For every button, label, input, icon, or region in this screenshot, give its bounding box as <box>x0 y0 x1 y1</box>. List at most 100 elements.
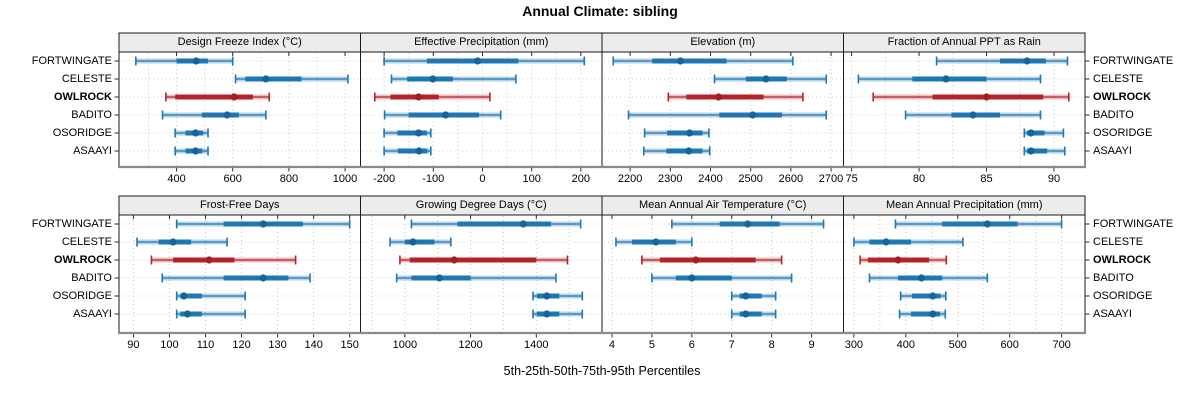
median-dot <box>685 147 693 155</box>
panel-box <box>118 51 361 168</box>
x-tick-label: 120 <box>232 339 251 351</box>
site-label-right: FORTWINGATE <box>1093 55 1174 67</box>
x-tick-label: 9 <box>808 339 815 351</box>
median-dot <box>192 147 200 155</box>
median-dot <box>749 111 757 119</box>
site-label-left: CELESTE <box>61 236 112 248</box>
x-tick-label: -200 <box>373 173 396 185</box>
median-dot <box>1027 147 1035 155</box>
site-label-left: OSORIDGE <box>52 127 112 139</box>
panel-box <box>843 214 1086 334</box>
median-dot <box>409 238 417 246</box>
median-dot <box>742 310 750 318</box>
site-label-left: BADITO <box>71 272 112 284</box>
median-dot <box>929 292 937 300</box>
x-tick-label: -100 <box>422 173 445 185</box>
panel-strip-title: Frost-Free Days <box>200 199 280 211</box>
site-label-right: BADITO <box>1093 109 1134 121</box>
median-dot <box>435 274 443 282</box>
site-label-right: OWLROCK <box>1093 91 1152 103</box>
x-tick-label: 600 <box>223 173 242 185</box>
panel-box <box>360 214 603 334</box>
x-tick-label: 7 <box>728 339 735 351</box>
median-dot <box>894 256 902 264</box>
x-tick-label: 0 <box>479 173 486 185</box>
x-tick-label: 300 <box>844 339 864 351</box>
median-dot <box>1027 129 1035 137</box>
median-dot <box>262 75 270 83</box>
x-tick-label: 140 <box>304 339 323 351</box>
median-dot <box>180 292 188 300</box>
median-dot <box>519 220 527 228</box>
panel-strip-title: Design Freeze Index (°C) <box>177 36 302 48</box>
median-dot <box>685 129 694 137</box>
site-label-left: OWLROCK <box>53 91 112 103</box>
panel-box <box>118 214 361 334</box>
median-dot <box>692 256 700 264</box>
x-tick-label: 1000 <box>392 339 418 351</box>
median-dot <box>441 111 450 119</box>
panel-strip-title: Mean Annual Air Temperature (°C) <box>639 199 807 211</box>
x-tick-label: 4 <box>608 339 616 351</box>
median-dot <box>429 75 437 83</box>
x-tick-label: 500 <box>948 339 967 351</box>
median-dot <box>414 93 423 101</box>
site-label-right: OWLROCK <box>1093 254 1152 266</box>
x-tick-label: 2600 <box>778 173 804 185</box>
x-tick-label: 100 <box>160 339 179 351</box>
panel-strip-title: Elevation (m) <box>690 36 756 48</box>
median-dot <box>744 220 752 228</box>
median-dot <box>652 238 660 246</box>
median-dot <box>714 93 723 101</box>
x-tick-label: 80 <box>912 173 926 185</box>
x-tick-label: 2200 <box>617 173 643 185</box>
median-dot <box>1023 57 1031 65</box>
site-label-right: OSORIDGE <box>1093 290 1153 302</box>
median-dot <box>742 292 750 300</box>
x-tick-label: 400 <box>167 173 186 185</box>
x-tick-label: 100 <box>522 173 541 185</box>
x-tick-label: 5 <box>648 339 655 351</box>
site-label-right: BADITO <box>1093 272 1134 284</box>
x-tick-label: 2500 <box>738 173 763 185</box>
median-dot <box>543 310 551 318</box>
panel-strip-title: Fraction of Annual PPT as Rain <box>887 36 1041 48</box>
median-dot <box>205 256 213 264</box>
site-label-left: ASAAYI <box>73 145 112 157</box>
x-tick-label: 90 <box>1047 173 1061 185</box>
panel-box <box>843 51 1086 168</box>
x-tick-label: 2300 <box>658 173 683 185</box>
x-tick-label: 2700 <box>818 173 844 185</box>
x-tick-label: 150 <box>340 339 359 351</box>
median-dot <box>882 238 890 246</box>
x-axis-title: 5th-25th-50th-75th-95th Percentiles <box>503 364 701 378</box>
x-tick-label: 130 <box>268 339 287 351</box>
median-dot <box>969 111 977 119</box>
median-dot <box>676 57 684 65</box>
panel-strip-title: Effective Precipitation (mm) <box>414 36 549 48</box>
median-dot <box>169 238 177 246</box>
site-label-right: OSORIDGE <box>1093 127 1153 139</box>
site-label-left: OWLROCK <box>53 254 112 266</box>
panel-box <box>601 51 844 168</box>
x-tick-label: 85 <box>980 173 993 185</box>
median-dot <box>942 75 950 83</box>
figure-title: Annual Climate: sibling <box>522 3 678 19</box>
site-label-left: FORTWINGATE <box>31 55 112 67</box>
median-dot <box>762 75 770 83</box>
median-dot <box>223 111 231 119</box>
site-label-left: FORTWINGATE <box>31 218 112 230</box>
panel-box <box>601 214 844 334</box>
median-dot <box>929 310 937 318</box>
site-label-right: CELESTE <box>1093 236 1144 248</box>
median-dot <box>983 220 991 228</box>
x-tick-label: 400 <box>896 339 915 351</box>
median-dot <box>415 147 423 155</box>
x-tick-label: 6 <box>688 339 695 351</box>
site-label-left: OSORIDGE <box>52 290 112 302</box>
x-tick-label: 700 <box>1052 339 1071 351</box>
median-dot <box>688 274 696 282</box>
median-dot <box>414 129 423 137</box>
